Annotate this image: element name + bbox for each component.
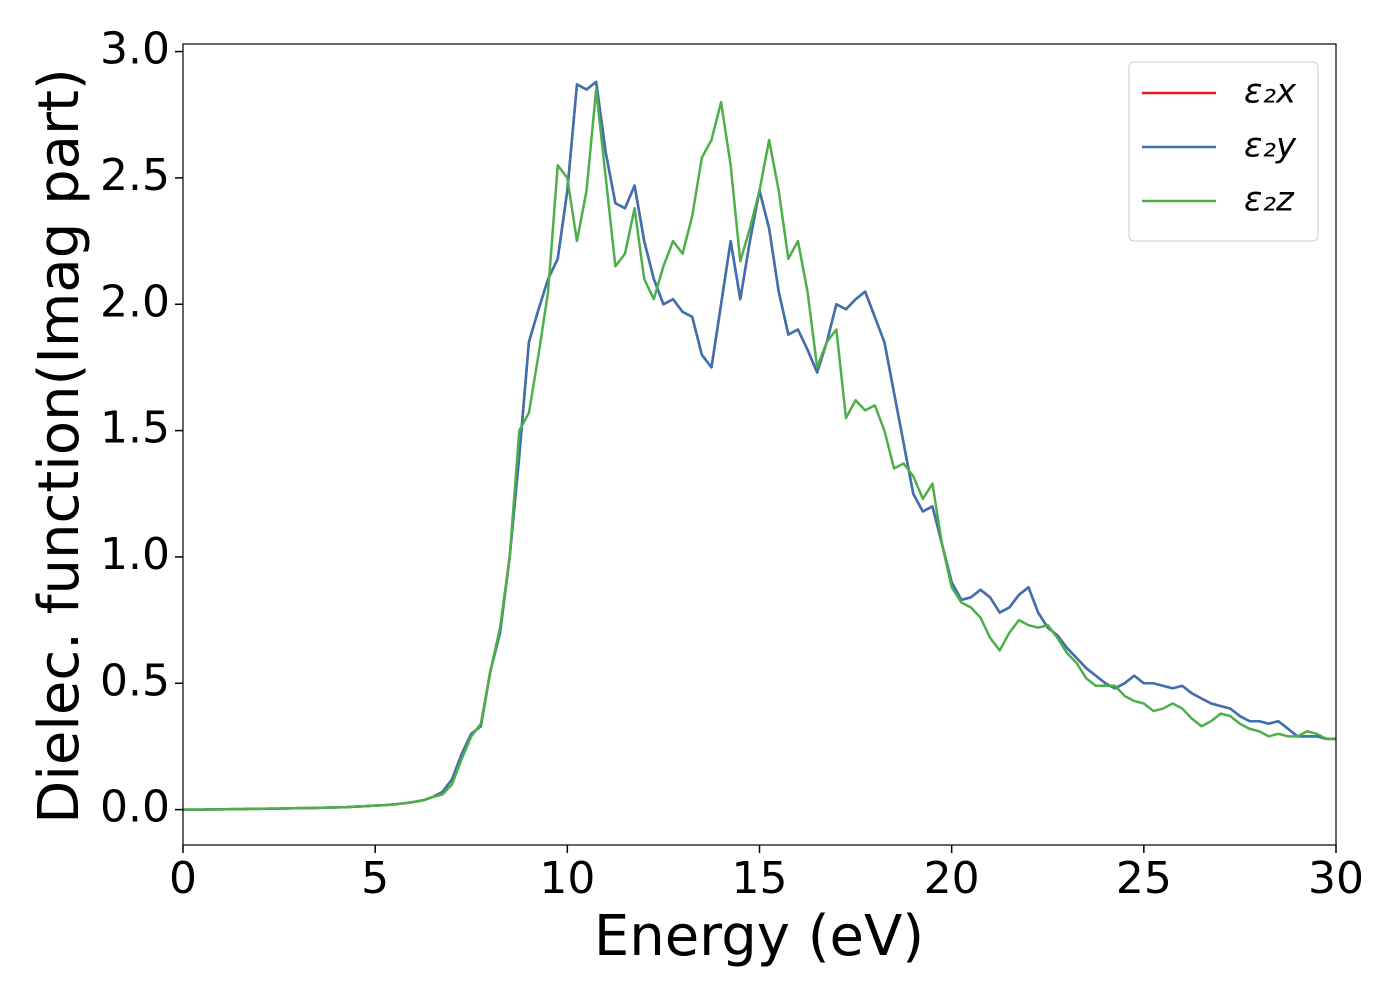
plot-frame [182, 43, 1337, 846]
legend-label: ε₂z [1244, 180, 1295, 220]
x-tick-label: 30 [1308, 853, 1364, 904]
y-tick-label: 3.0 [100, 24, 170, 75]
y-tick-label: 2.5 [100, 150, 170, 201]
x-tick-label: 25 [1116, 853, 1172, 904]
series-line [183, 88, 1336, 811]
x-axis-label: Energy (eV) [594, 904, 924, 969]
y-tick-label: 0.0 [100, 782, 170, 833]
y-tick-label: 2.0 [100, 276, 170, 327]
x-tick-label: 5 [361, 853, 389, 904]
y-axis-label: Dielec. function(Imag part) [27, 68, 92, 824]
x-tick-label: 15 [732, 853, 788, 904]
x-tick-label: 0 [169, 853, 197, 904]
x-tick-label: 10 [539, 853, 595, 904]
legend-label: ε₂x [1244, 72, 1297, 112]
legend-label: ε₂y [1244, 126, 1297, 166]
y-tick-label: 0.5 [100, 655, 170, 706]
y-tick-label: 1.0 [100, 529, 170, 580]
legend-box [1128, 61, 1319, 242]
x-tick-label: 20 [924, 853, 980, 904]
y-tick-label: 1.5 [100, 403, 170, 454]
